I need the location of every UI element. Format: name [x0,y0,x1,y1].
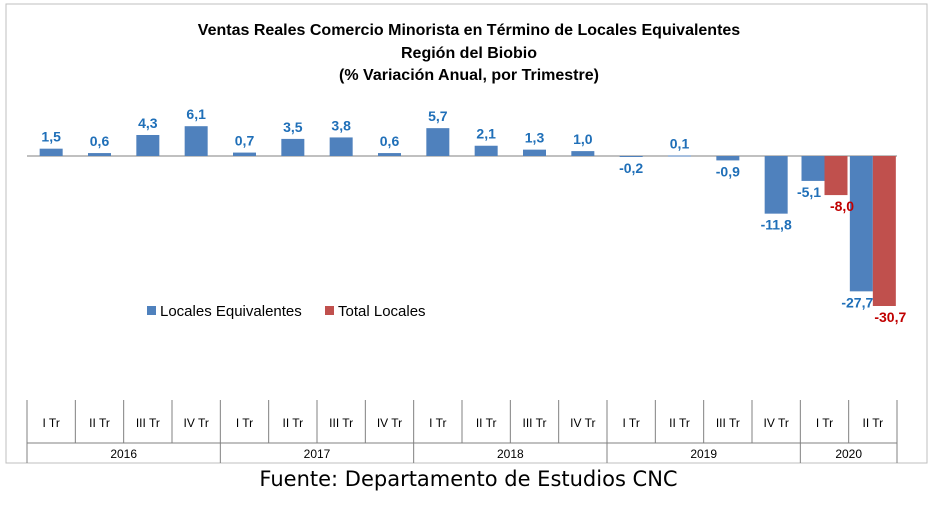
legend: Locales Equivalentes Total Locales [147,303,426,320]
legend-label: Total Locales [338,303,426,320]
bar-locales-equivalentes [619,156,643,157]
tick-label: I Tr [429,416,446,430]
data-label: 4,3 [138,115,158,131]
tick-label: I Tr [42,416,59,430]
tick-label: IV Tr [183,416,208,430]
data-label: 0,6 [380,133,400,149]
chart-border [5,3,928,464]
bar-locales-equivalentes [233,152,256,156]
bar-locales-equivalentes [849,156,873,292]
data-label: -0,2 [619,160,643,176]
bar-locales-equivalentes [39,148,63,156]
bar-locales-equivalentes [88,153,111,156]
bar-locales-equivalentes [716,156,740,161]
data-label: 3,5 [283,119,303,135]
tick-label: I Tr [236,416,253,430]
data-label: 0,7 [235,133,255,149]
data-label: -8,0 [830,198,854,214]
tick-label: III Tr [716,416,740,430]
tick-label: II Tr [282,416,303,430]
tick-label: III Tr [136,416,160,430]
bar-locales-equivalentes [329,137,353,156]
bar-locales-equivalentes [184,126,208,156]
year-label: 2020 [835,447,862,461]
tick-label: I Tr [816,416,833,430]
data-label: 1,5 [41,129,61,145]
bar-locales-equivalentes [523,149,546,156]
bar-locales-equivalentes [378,153,401,156]
bar-locales-equivalentes [764,156,788,214]
data-label: -5,1 [797,184,821,200]
tick-label: II Tr [669,416,690,430]
legend-swatch [147,306,156,315]
tick-label: I Tr [622,416,639,430]
bar-locales-equivalentes [426,128,450,156]
chart-title-line-3: (% Variación Anual, por Trimestre) [339,67,599,84]
data-label: -11,8 [761,217,792,233]
bar-locales-equivalentes [801,156,825,181]
bar-locales-equivalentes [668,155,691,157]
bar-locales-equivalentes [136,134,160,156]
tick-label: II Tr [862,416,883,430]
bars [39,126,896,306]
data-label: -30,7 [874,309,906,325]
bar-locales-equivalentes [571,151,595,156]
year-label: 2016 [110,447,137,461]
source-note: Fuente: Departamento de Estudios CNC [259,467,678,491]
tick-label: II Tr [476,416,497,430]
data-label: 3,8 [331,117,351,133]
chart-title: Ventas Reales Comercio Minorista en Térm… [198,22,741,84]
chart-title-line-2: Región del Biobio [401,45,537,62]
data-label: 5,7 [428,108,448,124]
tick-label: III Tr [523,416,547,430]
legend-label: Locales Equivalentes [160,303,302,320]
bar-locales-equivalentes [474,145,498,156]
tick-label: IV Tr [763,416,788,430]
data-label: 0,1 [670,136,690,152]
chart-title-line-1: Ventas Reales Comercio Minorista en Térm… [198,22,741,39]
year-label: 2018 [497,447,524,461]
year-label: 2019 [690,447,717,461]
tick-label: IV Tr [377,416,402,430]
legend-swatch [325,306,334,315]
data-label: 1,3 [525,130,545,146]
bar-total-locales [872,156,896,306]
data-label: 6,1 [186,106,206,122]
bar-total-locales [824,156,848,196]
tick-label: II Tr [89,416,110,430]
year-label: 2017 [304,447,331,461]
data-label: 1,0 [573,131,593,147]
data-labels: 1,5 0,6 4,3 6,1 0,7 3,5 3,8 0,6 5,7 2,1 1,3 1,0 -0,2… [41,106,906,325]
chart-plot: Ventas Reales Comercio Minorista en Térm… [5,3,928,464]
data-label: 2,1 [476,126,496,142]
tick-label: IV Tr [570,416,595,430]
tick-label: III Tr [329,416,353,430]
data-label: -27,7 [841,294,873,310]
bar-locales-equivalentes [281,138,305,156]
data-label: 0,6 [90,133,110,149]
data-label: -0,9 [716,163,740,179]
category-axis: I Tr II Tr III Tr IV Tr I Tr II Tr III Tr IV Tr… [26,155,898,463]
